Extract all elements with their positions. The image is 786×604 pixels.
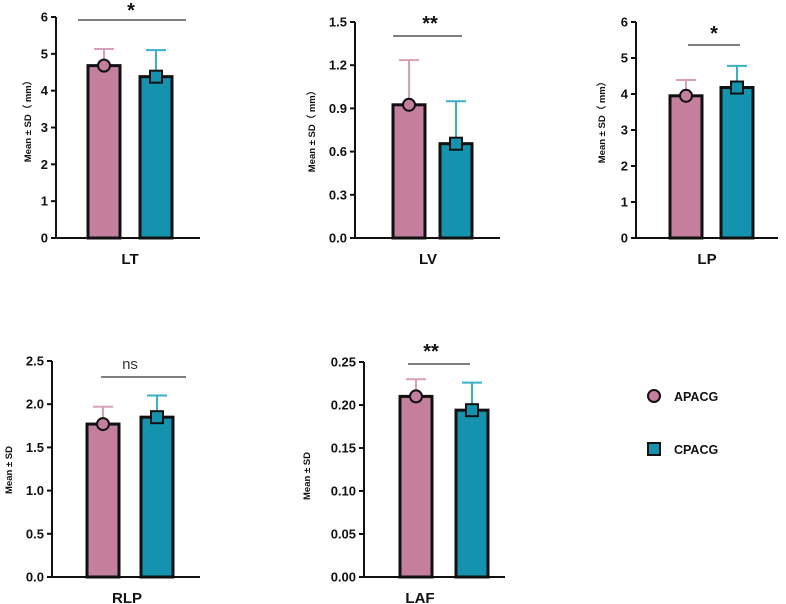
panel-lv-ytick-label: 0.3 — [329, 187, 347, 202]
panel-lp-cpacg-marker — [730, 80, 744, 95]
panel-laf-ytick-label: 0.25 — [331, 355, 356, 370]
legend-cpacg-label: CPACG — [674, 443, 718, 457]
panel-lp-ylabel: Mean ± SD（ mm） — [596, 77, 608, 164]
panel-lt-ytick-label: 1 — [41, 194, 48, 209]
panel-lp-ytick-label: 4 — [621, 87, 629, 102]
panel-lp-ytick-label: 5 — [621, 51, 628, 66]
panel-rlp-apacg-marker — [96, 417, 110, 432]
panel-laf-ytick-label: 0.20 — [331, 398, 356, 413]
panel-lp-ytick-label: 6 — [621, 15, 628, 30]
panel-lt-ytick-label: 3 — [41, 120, 48, 135]
panel-lv-apacg-bar — [391, 103, 427, 240]
legend-cpacg-marker — [647, 442, 661, 456]
panel-rlp-ytick-label: 1.5 — [26, 440, 44, 455]
panel-laf-ytick-label: 0.00 — [331, 570, 356, 585]
panel-lt-ytick-label: 0 — [41, 231, 48, 246]
panel-lp-cpacg-bar — [719, 86, 755, 240]
panel-lv-cpacg-marker — [449, 136, 463, 151]
panel-lv-ytick-label: 1.2 — [329, 58, 347, 73]
panel-laf-xlabel: LAF — [405, 590, 434, 604]
panel-laf: Mean ± SD LAF ** 0.00 0.05 0.10 0.15 0.20 0.2… — [302, 341, 505, 604]
panel-lt-ytick-label: 6 — [41, 10, 48, 25]
panel-lv-ylabel: Mean ± SD（ mm） — [306, 86, 318, 173]
panel-lp: Mean ± SD（ mm） LP * 0 1 2 3 4 5 6 — [596, 15, 778, 268]
panel-laf-ytick-label: 0.10 — [331, 484, 356, 499]
panel-lt-apacg-bar — [86, 64, 122, 240]
legend-item-cpacg: CPACG — [647, 442, 718, 457]
panel-laf-apacg-bar — [398, 394, 434, 579]
panel-rlp-significance: ns — [122, 356, 138, 373]
panel-rlp-xlabel: RLP — [112, 590, 142, 604]
panel-rlp-ytick-label: 0.0 — [26, 570, 44, 585]
panel-lp-apacg-bar — [668, 94, 704, 240]
panel-lv-ytick-label: 0.0 — [329, 231, 347, 246]
panel-lp-ytick-label: 3 — [621, 123, 628, 138]
panel-lp-ytick-label: 0 — [621, 231, 628, 246]
panel-lv-ytick-label: 1.5 — [329, 15, 347, 30]
panel-lp-ytick-label: 1 — [621, 195, 628, 210]
legend: APACG CPACG — [647, 389, 718, 457]
panel-lv-ytick-label: 0.9 — [329, 101, 347, 116]
panel-lt-ytick-label: 2 — [41, 157, 48, 172]
panel-laf-apacg-marker — [409, 389, 423, 404]
panel-lt-cpacg-marker — [149, 69, 163, 84]
panel-lt-cpacg-bar — [138, 75, 174, 240]
panel-lv-cpacg-bar — [438, 142, 474, 240]
panel-rlp-cpacg-bar — [139, 415, 175, 579]
panel-lv-ytick-label: 0.6 — [329, 144, 347, 159]
panel-laf-cpacg-marker — [465, 403, 479, 418]
panel-laf-significance: ** — [423, 341, 439, 363]
panel-laf-ylabel: Mean ± SD — [302, 452, 313, 500]
panel-rlp-ytick-label: 1.0 — [26, 483, 44, 498]
panel-lv-apacg-marker — [402, 97, 416, 112]
panel-laf-ytick-label: 0.05 — [331, 527, 356, 542]
panel-rlp-ytick-label: 2.0 — [26, 397, 44, 412]
panel-rlp-apacg-bar — [85, 422, 121, 579]
panel-rlp-cpacg-marker — [150, 410, 164, 425]
panel-laf-cpacg-bar — [454, 408, 490, 579]
panel-lt-ylabel: Mean ± SD（ mm） — [22, 76, 34, 163]
legend-apacg-marker — [647, 389, 661, 403]
panel-rlp-ytick-label: 2.5 — [26, 354, 44, 369]
panel-lt: Mean ± SD（ mm） LT * 0 1 2 3 4 5 6 — [22, 0, 200, 268]
panel-lt-apacg-marker — [97, 58, 111, 73]
panel-lt-ytick-label: 4 — [41, 83, 49, 98]
legend-item-apacg: APACG — [647, 389, 718, 404]
panel-lp-significance: * — [710, 23, 718, 45]
panel-lt-xlabel: LT — [121, 251, 138, 268]
panel-lp-ytick-label: 2 — [621, 159, 628, 174]
panel-lv-significance: ** — [422, 13, 438, 35]
panel-lp-xlabel: LP — [697, 251, 716, 268]
panel-lt-significance: * — [127, 0, 135, 22]
panel-lv-xlabel: LV — [419, 251, 437, 268]
panel-lv: Mean ± SD（ mm） LV ** 0.0 0.3 0.6 0.9 1.2 1.5 — [306, 13, 500, 268]
panel-laf-ytick-label: 0.15 — [331, 441, 356, 456]
panel-lp-apacg-marker — [679, 88, 693, 103]
legend-apacg-label: APACG — [674, 390, 718, 404]
panel-rlp-ylabel: Mean ± SD — [4, 446, 15, 494]
panel-lt-ytick-label: 5 — [41, 46, 48, 61]
panel-rlp-ytick-label: 0.5 — [26, 526, 44, 541]
panel-rlp: Mean ± SD RLP ns 0.0 0.5 1.0 1.5 2.0 2.5 — [4, 354, 200, 604]
